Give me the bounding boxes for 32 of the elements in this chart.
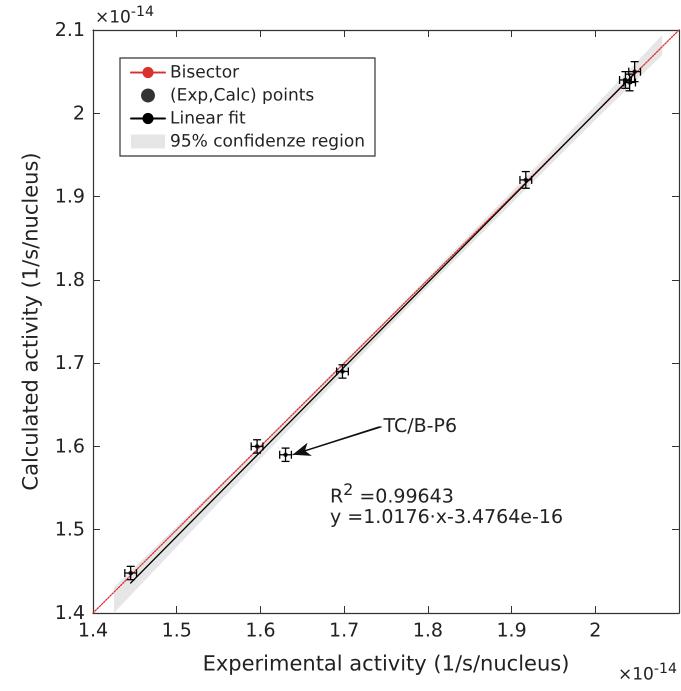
text: ×10$^{-14}$	[95, 4, 154, 28]
point	[283, 452, 288, 458]
y-tick-label: 2.1	[54, 19, 85, 41]
annotation: R$^{2}$ =0.99643	[330, 480, 454, 508]
x-tick-label: 1.5	[162, 620, 192, 642]
y-tick-label: 1.5	[54, 518, 85, 541]
y-tick-label: 1.9	[54, 186, 85, 208]
annotation: TC/B-P6	[382, 415, 458, 438]
point	[340, 369, 345, 374]
x-tick-label: 1.7	[329, 620, 360, 642]
legend-label: (Exp,Calc) points	[170, 86, 314, 106]
x-axis-title: Experimental activity (1/s/nucleus)	[202, 652, 570, 676]
y-tick-label: 1.7	[54, 352, 85, 374]
x-tick-label: 2	[589, 620, 602, 642]
legend-label: Bisector	[170, 62, 240, 82]
point	[128, 570, 133, 576]
point	[632, 69, 637, 74]
y-tick-label: 1.8	[54, 268, 85, 291]
x-tick-label: 1.9	[496, 620, 527, 642]
point	[623, 78, 628, 82]
x-tick-label: 1.6	[245, 620, 276, 642]
point	[627, 80, 632, 85]
point	[524, 178, 528, 182]
x-tick-label: 1.8	[412, 620, 443, 642]
y-axis-title: Calculated activity (1/s/nucleus)	[18, 152, 42, 491]
y-tick-label: 1.6	[54, 435, 85, 458]
y-tick-label: 2	[72, 102, 85, 124]
legend-label: Linear fit	[170, 108, 246, 128]
point	[254, 444, 260, 449]
text: ×10$^{-14}$	[618, 661, 677, 686]
annotation: y =1.0176·x-3.4764e-16	[330, 506, 564, 529]
legend-label: 95% confidenze region	[170, 132, 365, 152]
